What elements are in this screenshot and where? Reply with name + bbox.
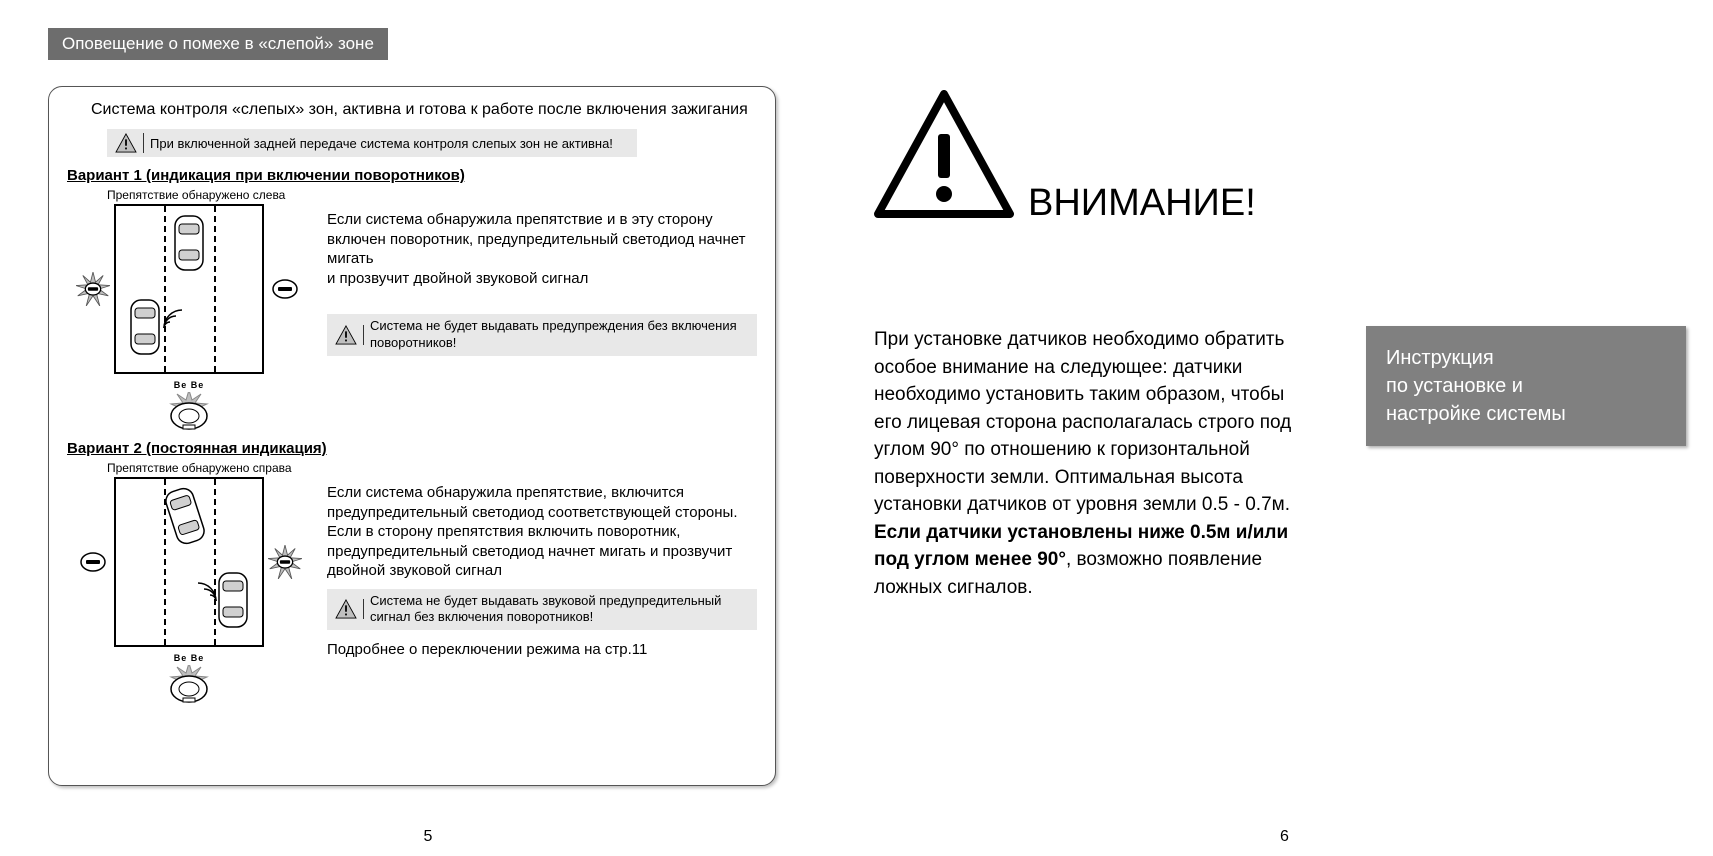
variant2-diagram: Be Be bbox=[67, 477, 311, 705]
variant2-description: Если система обнаружила препятствие, вкл… bbox=[327, 483, 757, 581]
car-icon bbox=[172, 212, 206, 274]
buzzer-icon: Be Be bbox=[161, 380, 217, 432]
variant1-description: Если система обнаружила препятствие и в … bbox=[327, 210, 757, 288]
variant1-obstacle-label: Препятствие обнаружено слева bbox=[107, 188, 757, 202]
section-header: Оповещение о помехе в «слепой» зоне bbox=[48, 28, 388, 60]
variant1-warning-bar: Система не будет выдавать предупреждения… bbox=[327, 314, 757, 356]
variant2-row: Be Be Если система обнаружила препятстви… bbox=[67, 477, 757, 705]
main-content-box: Система контроля «слепых» зон, активна и… bbox=[48, 86, 776, 786]
car-icon bbox=[159, 481, 210, 550]
buzzer-sound-label: Be Be bbox=[174, 653, 205, 663]
intro-text: Система контроля «слепых» зон, активна и… bbox=[67, 101, 757, 119]
page-number-left: 5 bbox=[0, 828, 856, 846]
variant2-description-col: Если система обнаружила препятствие, вкл… bbox=[327, 477, 757, 660]
radar-waves-icon bbox=[160, 302, 190, 332]
variant2-road bbox=[114, 477, 264, 647]
install-instructions-box: Инструкция по установке и настройке сист… bbox=[1366, 326, 1686, 446]
buzzer-icon: Be Be bbox=[161, 653, 217, 705]
variant2-title: Вариант 2 (постоянная индикация) bbox=[67, 440, 757, 457]
variant1-title: Вариант 1 (индикация при включении повор… bbox=[67, 167, 757, 184]
variant1-warning-text: Система не будет выдавать предупреждения… bbox=[370, 318, 749, 352]
variant1-road bbox=[114, 204, 264, 374]
variant1-description-col: Если система обнаружила препятствие и в … bbox=[327, 204, 757, 366]
right-indicator-icon bbox=[268, 545, 302, 579]
top-warning-bar: При включенной задней передаче система к… bbox=[107, 129, 637, 157]
left-indicator-icon bbox=[76, 545, 110, 579]
variant1-diagram: Be Be bbox=[67, 204, 311, 432]
car-icon bbox=[216, 569, 250, 631]
buzzer-sound-label: Be Be bbox=[174, 380, 205, 390]
left-indicator-icon bbox=[76, 272, 110, 306]
attention-body-pre: При установке датчиков необходимо обрати… bbox=[874, 329, 1291, 515]
variant2-warning-text: Система не будет выдавать звуковой преду… bbox=[370, 593, 749, 627]
attention-heading-wrap: ВНИМАНИЕ! bbox=[874, 90, 1256, 225]
variant2-obstacle-label: Препятствие обнаружено справа bbox=[107, 461, 757, 475]
variant1-row: Be Be Если система обнаружила препятстви… bbox=[67, 204, 757, 432]
page-left: Оповещение о помехе в «слепой» зоне Сист… bbox=[0, 0, 856, 856]
attention-heading: ВНИМАНИЕ! bbox=[1028, 182, 1256, 225]
top-warning-text: При включенной задней передаче система к… bbox=[150, 136, 613, 151]
warning-icon bbox=[335, 325, 364, 345]
variant2-warning-bar: Система не будет выдавать звуковой преду… bbox=[327, 589, 757, 631]
right-indicator-icon bbox=[268, 272, 302, 306]
warning-icon bbox=[115, 133, 144, 153]
page-number-right: 6 bbox=[856, 828, 1713, 846]
radar-waves-icon bbox=[190, 575, 220, 605]
attention-body: При установке датчиков необходимо обрати… bbox=[874, 326, 1314, 601]
variant2-more-text: Подробнее о переключении режима на стр.1… bbox=[327, 640, 757, 660]
attention-triangle-icon bbox=[874, 90, 1014, 225]
warning-icon bbox=[335, 599, 364, 619]
page-right: ВНИМАНИЕ! При установке датчиков необход… bbox=[856, 0, 1713, 856]
car-icon bbox=[128, 296, 162, 358]
